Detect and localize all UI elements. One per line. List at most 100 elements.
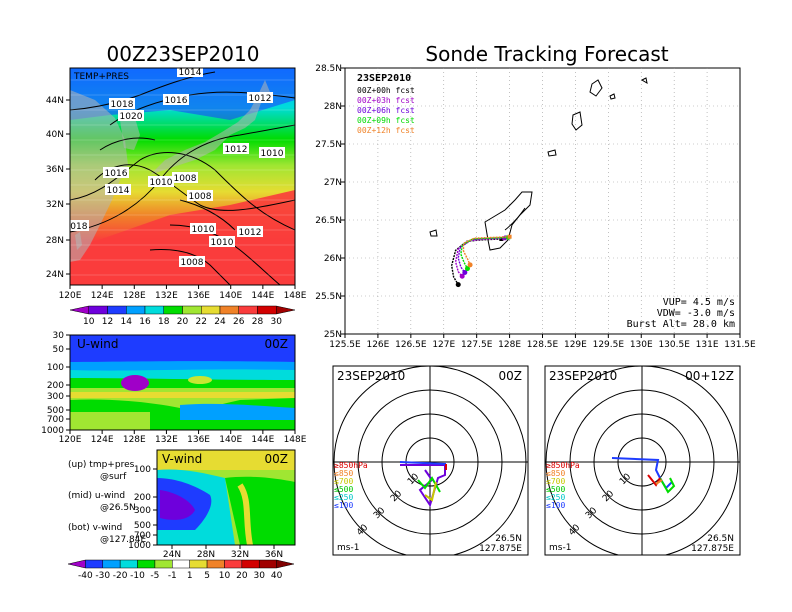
lon-tick-label: 129.5E	[593, 340, 625, 350]
lon-tick-label: 140E	[219, 435, 242, 445]
isobar-label: 1016	[105, 169, 128, 179]
lat-tick-label: 27N	[324, 178, 342, 188]
track-launch-point	[499, 237, 504, 241]
lon-tick-label: 132E	[155, 291, 178, 301]
track-param: VUP= 4.5 m/s	[663, 297, 735, 308]
lat-tick-label: 40N	[46, 130, 64, 140]
isobar-label: 1012	[239, 228, 262, 238]
polar-right-lon: 127.875E	[691, 544, 734, 554]
colorbar-label: 1	[187, 571, 193, 581]
lon-tick-label: 136E	[187, 291, 210, 301]
isobar-label: 1008	[174, 174, 197, 184]
vwind-time: 00Z	[265, 452, 289, 466]
isobar-label-bg	[70, 220, 89, 231]
lat-tick-label: 24N	[163, 550, 181, 560]
polar-right-lat: 26.5N	[707, 534, 734, 544]
pressure-tick-label: 300	[47, 392, 64, 402]
pressure-tick-label: 200	[134, 493, 151, 503]
lat-tick-label: 32N	[46, 200, 64, 210]
pressure-tick-label: 50	[53, 345, 65, 355]
pressure-legend-entry: ≥850hPa	[334, 461, 368, 470]
colorbar-label: 30	[271, 317, 283, 327]
colorbar-label: 10	[83, 317, 95, 327]
legend-entry: 00Z+09h fcst	[357, 116, 415, 125]
lon-tick-label: 130.5E	[658, 340, 690, 350]
pressure-legend-entry: ≤250	[546, 493, 565, 502]
pressure-tick-label: 100	[47, 363, 64, 373]
track-endpoint	[464, 266, 470, 272]
track-endpoint	[462, 269, 468, 275]
vwind-label: V-wind	[162, 452, 202, 466]
isobar-label: 1014	[107, 186, 130, 196]
track-gridlines	[345, 68, 740, 334]
legend-entry: 00Z+03h fcst	[357, 96, 415, 105]
pressure-legend-entry: ≤850	[334, 469, 353, 478]
lon-tick-label: 140E	[219, 291, 242, 301]
lon-tick-label: 131.5E	[724, 340, 756, 350]
track-line	[457, 236, 507, 273]
track-endpoint	[455, 282, 461, 288]
temperature-colorbar: 10 12 14 16 18 20 22 24 26 28 30	[69, 305, 296, 327]
isobar-label: 1018	[65, 222, 88, 232]
polar-right-pressure-legend: ≥850hPa≤850≤700≤500≤250≤100	[546, 461, 580, 510]
pressure-legend-entry: ≤250	[334, 493, 353, 502]
isobar-label: 1012	[225, 145, 248, 155]
lon-tick-label: 131E	[696, 340, 719, 350]
lon-tick-label: 128E	[498, 340, 521, 350]
lat-tick-label: 27.5N	[315, 140, 342, 150]
pressure-tick-label: 200	[47, 381, 64, 391]
colorbar-swatch	[224, 559, 243, 569]
lon-tick-label: 130E	[630, 340, 653, 350]
lon-tick-label: 144E	[251, 435, 274, 445]
colorbar-label: 22	[196, 317, 207, 327]
polar-left-time: 00Z	[499, 369, 523, 383]
colorbar-label: -40	[78, 571, 93, 581]
lon-tick-label: 148E	[284, 291, 307, 301]
isobar-label: 1010	[192, 225, 215, 235]
isobar-label-bg	[179, 256, 205, 267]
isobar-label-bg	[209, 236, 235, 247]
colorbar-swatch	[219, 305, 239, 315]
colorbar-swatch	[276, 559, 295, 569]
vwind-lat-ticks: 24N 28N 32N 36N	[163, 545, 283, 560]
isobar-labels: 1014 1012 1018 1016 1020 1012 1010 1016 1014 1010…	[65, 68, 285, 268]
colorbar-label: 14	[121, 317, 133, 327]
lon-tick-label: 128E	[123, 291, 146, 301]
pressure-legend-entry: ≥850hPa	[546, 461, 580, 470]
polar-left-date: 23SEP2010	[337, 369, 405, 383]
polar-left-unit: ms-1	[337, 543, 359, 553]
lat-tick-label: 26N	[324, 254, 342, 264]
korea-land	[120, 118, 140, 150]
lat-tick-label: 24N	[46, 270, 64, 280]
colorbar-label: 20	[236, 571, 248, 581]
uwind-time: 00Z	[265, 337, 289, 351]
lat-tick-label: 25N	[324, 330, 342, 340]
colorbar-swatch	[258, 559, 277, 569]
pressure-tick-label: 1000	[41, 426, 64, 436]
note-line: (up) tmp+pres	[68, 460, 135, 470]
track-line	[462, 236, 510, 266]
colorbar-label: 24	[214, 317, 226, 327]
isobar-label-bg	[237, 226, 263, 237]
note-line: (bot) v-wind	[68, 523, 122, 533]
surface-map-lat-ticks: 44N 40N 36N 32N 28N 24N	[46, 96, 70, 280]
pressure-legend-entry: ≤700	[546, 477, 565, 486]
isobar-label-bg	[247, 92, 273, 103]
colorbar-swatch	[163, 305, 183, 315]
colorbar-swatch	[206, 559, 225, 569]
colorbar-swatch	[189, 559, 208, 569]
lon-tick-label: 126E	[366, 340, 389, 350]
colorbar-label: 5	[204, 571, 210, 581]
note-sub: @127.84E	[100, 535, 146, 545]
surface-map: 1014 1012 1018 1016 1020 1012 1010 1016 1014 1010…	[46, 67, 307, 301]
colorbar-swatch	[119, 559, 138, 569]
lat-tick-label: 32N	[231, 550, 249, 560]
colorbar-swatch	[201, 305, 221, 315]
legend-entry: 00Z+12h fcst	[357, 126, 415, 135]
lon-tick-label: 127.5E	[461, 340, 493, 350]
track-endpoint	[467, 262, 473, 268]
